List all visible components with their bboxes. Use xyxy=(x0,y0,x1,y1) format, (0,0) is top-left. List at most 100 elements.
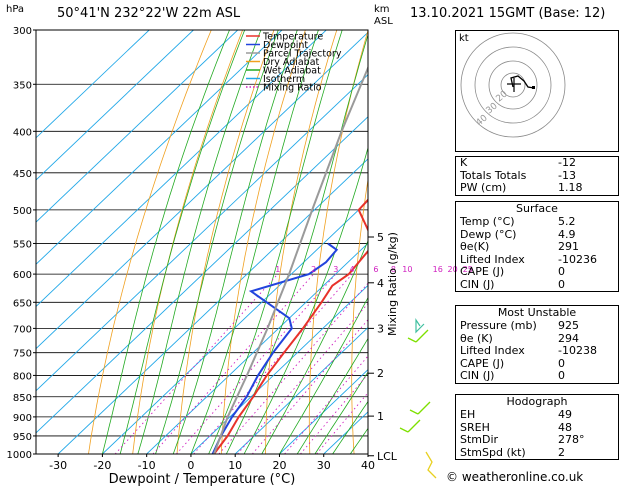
mixing-ratio-label: 1 xyxy=(275,265,280,274)
wet-adiabat-line xyxy=(172,30,298,454)
wet-adiabat-line xyxy=(296,337,368,454)
temperature-tick-label: 0 xyxy=(187,459,194,472)
wind-barb xyxy=(409,409,419,415)
wet-adiabat-line xyxy=(261,239,368,454)
mixing-ratio-label: 6 xyxy=(373,265,378,274)
mixing-ratio-line xyxy=(284,355,368,454)
series-temperature-line xyxy=(213,198,368,454)
legend-label: Wet Adiabat xyxy=(263,66,321,77)
pressure-tick-label: 750 xyxy=(13,349,32,360)
wind-barb xyxy=(425,451,437,479)
most-unstable-row: CAPE (J) 0 xyxy=(460,356,565,370)
most-unstable-row: θe (K) 294 xyxy=(460,331,579,345)
km-tick-label: LCL xyxy=(377,450,398,463)
location-label: 50°41'N 232°22'W 22m ASL xyxy=(57,6,241,21)
wind-barb xyxy=(407,419,421,433)
wind-barb xyxy=(399,427,409,433)
pressure-tick-label: 650 xyxy=(13,298,32,309)
temperature-tick-label: 30 xyxy=(317,459,331,472)
mixing-ratio-label: 4 xyxy=(350,265,355,274)
hodograph-row: SREH 48 xyxy=(460,420,572,434)
hodograph: kt 20 30 40 xyxy=(455,30,619,152)
hodograph-trace xyxy=(510,75,535,89)
isotherm-line xyxy=(146,242,368,454)
pressure-tick-label: 500 xyxy=(13,206,32,217)
isotherm-line xyxy=(234,326,368,454)
wind-barb xyxy=(407,337,417,343)
isotherm-line xyxy=(279,369,368,454)
index-row-pw: PW (cm) 1.18 xyxy=(460,181,583,194)
wet-adiabat-line xyxy=(155,30,279,454)
mixing-ratio-line xyxy=(193,273,353,454)
isotherm-line xyxy=(36,30,194,181)
surface-row: θe(K) 291 xyxy=(460,240,579,253)
wet-adiabat-line xyxy=(279,296,368,454)
pressure-tick-label: 450 xyxy=(13,169,32,180)
legend-label: Mixing Ratio xyxy=(263,83,322,94)
wind-barb xyxy=(417,401,431,415)
mixing-ratio-label: 2 xyxy=(311,265,316,274)
height-unit-km: km xyxy=(374,4,390,15)
wet-adiabat-line xyxy=(190,30,319,454)
surface-table: Surface Temp (°C) 5.2 Dewp (°C) 4.9 θe(K) 2… xyxy=(455,201,619,292)
wind-barb xyxy=(415,318,425,334)
surface-title: Surface xyxy=(516,202,558,215)
temperature-tick-label: 40 xyxy=(361,459,375,472)
pressure-tick-label: 550 xyxy=(13,239,32,250)
mixing-ratio-line xyxy=(176,273,337,454)
pressure-unit-label: hPa xyxy=(6,4,25,15)
credit-link[interactable]: © weatheronline.co.uk xyxy=(446,470,584,484)
hodograph-row: StmDir 278° xyxy=(460,433,585,446)
legend-label: Dewpoint xyxy=(263,40,308,51)
wet-adiabat-line xyxy=(243,146,368,454)
mixing-ratio-label: 20 xyxy=(448,265,458,274)
wet-adiabat-line xyxy=(314,371,368,454)
pressure-tick-label: 400 xyxy=(13,127,32,138)
mixing-ratio-line xyxy=(237,302,368,454)
pressure-tick-label: 350 xyxy=(13,80,32,91)
surface-row: Lifted Index -10236 xyxy=(460,252,597,266)
mixing-ratio-label: 16 xyxy=(433,265,443,274)
surface-row: CAPE (J) 0 xyxy=(460,265,565,278)
x-axis-label: Dewpoint / Temperature (°C) xyxy=(109,472,296,486)
mixing-ratio-axis-label: Mixing Ratio (g/kg) xyxy=(386,232,399,336)
temperature-tick-label: -10 xyxy=(138,459,156,472)
most-unstable-row: Lifted Index -10238 xyxy=(460,344,597,357)
pressure-tick-label: 800 xyxy=(13,371,32,382)
isotherm-line xyxy=(36,30,327,308)
most-unstable-row: CIN (J) 0 xyxy=(460,369,565,382)
surface-row: Temp (°C) 5.2 xyxy=(460,215,576,228)
hodograph-table-title: Hodograph xyxy=(506,395,568,408)
temperature-tick-label: -20 xyxy=(93,459,111,472)
temperature-tick-label: 20 xyxy=(272,459,286,472)
wet-adiabat-line xyxy=(137,30,262,454)
dry-adiabat-line xyxy=(132,30,243,454)
most-unstable-table: Most Unstable Pressure (mb) 925 θe (K) 294… xyxy=(455,305,619,384)
datetime-label: 13.10.2021 15GMT (Base: 12) xyxy=(410,6,606,21)
isotherm-line xyxy=(36,30,239,223)
isotherm-line xyxy=(190,284,368,454)
legend-label: Dry Adiabat xyxy=(263,57,320,68)
isotherm-line xyxy=(36,30,150,139)
dry-adiabat-line xyxy=(88,30,212,454)
mixing-ratio-label: 3 xyxy=(333,265,338,274)
legend-label: Isotherm xyxy=(263,74,305,85)
wet-adiabat-line xyxy=(332,400,368,454)
wet-adiabat-line xyxy=(102,30,230,454)
wet-adiabat-line xyxy=(119,30,246,454)
temperature-tick-label: -30 xyxy=(49,459,67,472)
isotherm-line xyxy=(36,116,368,434)
dry-adiabat-line xyxy=(220,30,306,454)
km-tick-label: 3 xyxy=(377,322,384,335)
most-unstable-row: Pressure (mb) 925 xyxy=(460,319,579,332)
mixing-ratio-label: 25 xyxy=(463,265,473,274)
pressure-tick-label: 950 xyxy=(13,432,32,443)
surface-row: CIN (J) 0 xyxy=(460,277,565,291)
index-table: K -12 Totals Totals -13 PW (cm) 1.18 xyxy=(455,156,619,196)
pressure-tick-label: 300 xyxy=(13,26,32,37)
hodograph-table: Hodograph EH 49 SREH 48 StmDir 278° StmSpd … xyxy=(455,394,619,460)
pressure-tick-label: 700 xyxy=(13,324,32,335)
pressure-tick-label: 600 xyxy=(13,270,32,281)
km-tick-label: 2 xyxy=(377,367,384,380)
